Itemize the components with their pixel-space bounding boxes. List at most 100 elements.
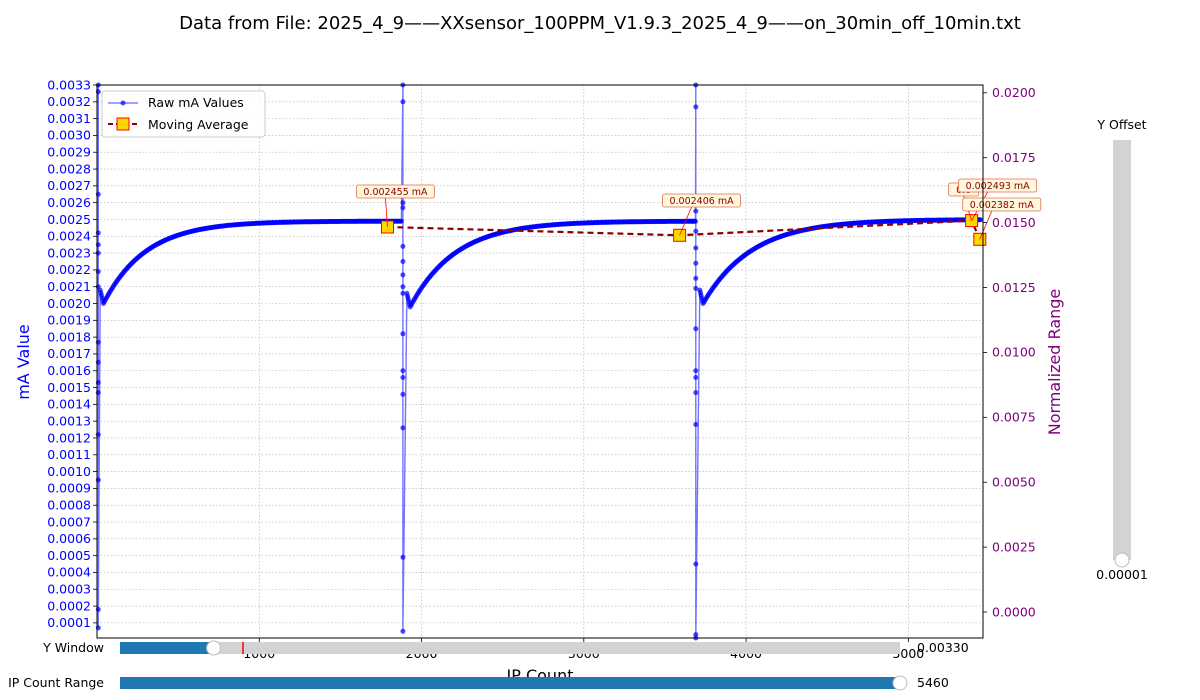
annotation-arrow bbox=[679, 206, 692, 236]
y-tick-label: 0.0020 bbox=[47, 296, 91, 311]
raw-point bbox=[400, 243, 406, 249]
legend: Raw mA Values Moving Average bbox=[101, 90, 266, 138]
y-axis-label: mA Value bbox=[14, 324, 33, 400]
y2-tick-label: 0.0025 bbox=[992, 539, 1036, 554]
y-window-fill bbox=[120, 642, 214, 654]
y2-tick-label: 0.0000 bbox=[992, 604, 1036, 619]
raw-point bbox=[400, 391, 406, 397]
legend-raw-marker bbox=[120, 100, 126, 106]
y-tick-label: 0.0031 bbox=[47, 111, 91, 126]
y-tick-label: 0.0023 bbox=[47, 245, 91, 260]
annotation-box bbox=[958, 178, 1038, 193]
y2-tick-label: 0.0125 bbox=[992, 280, 1036, 295]
y-tick-label: 0.0004 bbox=[47, 565, 91, 580]
raw-point bbox=[693, 104, 699, 110]
y-offset-handle[interactable] bbox=[1114, 552, 1130, 568]
y-window-slider[interactable]: Y Window 0.00330 bbox=[42, 640, 969, 656]
y2-tick-label: 0.0050 bbox=[992, 475, 1036, 490]
moving-average-line bbox=[387, 219, 981, 240]
y-window-value: 0.00330 bbox=[917, 640, 969, 655]
annotations: 0.002455 mA0.002406 mA0.00.002493 mA0.00… bbox=[356, 178, 1042, 240]
raw-point bbox=[400, 200, 406, 206]
raw-point bbox=[400, 259, 406, 264]
ip-count-slider[interactable]: IP Count Range 5460 bbox=[8, 675, 949, 691]
y-tick-label: 0.0005 bbox=[47, 548, 91, 563]
y-tick-label: 0.0009 bbox=[47, 481, 91, 496]
raw-point bbox=[693, 218, 698, 224]
y-tick-label: 0.0015 bbox=[47, 380, 91, 395]
moving-average-marker bbox=[673, 228, 687, 242]
raw-point bbox=[400, 272, 406, 278]
raw-point bbox=[400, 99, 406, 105]
y2-tick-label: 0.0200 bbox=[992, 85, 1036, 100]
annotation-box bbox=[662, 193, 741, 208]
y-tick-label: 0.0029 bbox=[47, 145, 91, 160]
y-tick-label: 0.0002 bbox=[47, 598, 91, 613]
raw-point bbox=[398, 218, 404, 224]
y-tick-label: 0.0021 bbox=[47, 279, 91, 294]
legend-raw-label: Raw mA Values bbox=[148, 95, 244, 110]
raw-point bbox=[400, 284, 406, 290]
right-axis: 0.0000 0.0025 0.0050 0.0075 0.0100 0.0125 0.01… bbox=[983, 85, 1036, 619]
y-window-label: Y Window bbox=[42, 640, 104, 655]
legend-avg-marker bbox=[116, 117, 130, 131]
y-tick-label: 0.0007 bbox=[47, 514, 91, 529]
raw-point bbox=[400, 554, 406, 560]
legend-avg-label: Moving Average bbox=[148, 117, 249, 132]
annotation-box bbox=[962, 197, 1042, 212]
raw-line bbox=[97, 84, 981, 639]
y2-tick-label: 0.0175 bbox=[992, 150, 1036, 165]
x-tick-label: 5000 bbox=[892, 646, 924, 661]
y-offset-slider[interactable]: Y Offset 0.00001 bbox=[1096, 117, 1148, 582]
y2-axis-label: Normalized Range bbox=[1045, 289, 1064, 436]
y-offset-label: Y Offset bbox=[1096, 117, 1146, 132]
y-tick-label: 0.0026 bbox=[47, 195, 91, 210]
y-window-track[interactable] bbox=[120, 642, 900, 654]
y-tick-label: 0.0014 bbox=[47, 397, 91, 412]
raw-point bbox=[400, 375, 406, 380]
y-tick-label: 0.0016 bbox=[47, 363, 91, 378]
raw-point bbox=[693, 275, 699, 281]
raw-point bbox=[693, 245, 699, 251]
annotation-label: 0.002382 mA bbox=[970, 200, 1035, 211]
y-tick-label: 0.0027 bbox=[47, 178, 91, 193]
raw-point bbox=[693, 368, 699, 374]
y-tick-label: 0.0008 bbox=[47, 498, 91, 513]
y-window-handle[interactable] bbox=[206, 640, 222, 656]
y-tick-label: 0.0006 bbox=[47, 531, 91, 546]
y-tick-label: 0.0019 bbox=[47, 313, 91, 328]
y-tick-label: 0.0010 bbox=[47, 464, 91, 479]
y-tick-label: 0.0001 bbox=[47, 615, 91, 630]
raw-point bbox=[400, 425, 406, 431]
raw-point bbox=[693, 561, 699, 567]
raw-point bbox=[693, 326, 699, 332]
annotation-box bbox=[356, 184, 435, 199]
raw-point bbox=[400, 205, 406, 211]
annotation-arrow bbox=[385, 197, 388, 228]
y-tick-label: 0.0030 bbox=[47, 128, 91, 143]
grid bbox=[97, 84, 983, 638]
y-tick-label: 0.0003 bbox=[47, 582, 91, 597]
raw-point bbox=[978, 217, 984, 223]
annotation-label: 0.002406 mA bbox=[669, 196, 734, 207]
y-tick-label: 0.0024 bbox=[47, 229, 91, 244]
annotation-arrow bbox=[979, 210, 993, 240]
raw-point bbox=[400, 290, 406, 296]
chart-title: Data from File: 2025_4_9——XXsensor_100PP… bbox=[179, 13, 1021, 34]
y-tick-label: 0.0028 bbox=[47, 161, 91, 176]
y2-tick-label: 0.0075 bbox=[992, 410, 1036, 425]
ip-count-label: IP Count Range bbox=[8, 675, 104, 690]
y-offset-track[interactable] bbox=[1113, 140, 1131, 560]
y-tick-label: 0.0012 bbox=[47, 430, 91, 445]
raw-point bbox=[693, 422, 699, 427]
ip-count-handle[interactable] bbox=[892, 675, 908, 691]
raw-point bbox=[693, 375, 699, 380]
raw-series bbox=[95, 82, 984, 641]
raw-point bbox=[693, 228, 699, 234]
raw-point bbox=[693, 260, 699, 266]
ip-count-value: 5460 bbox=[917, 675, 949, 690]
y2-tick-label: 0.0100 bbox=[992, 345, 1036, 360]
y-tick-label: 0.0032 bbox=[47, 94, 91, 109]
